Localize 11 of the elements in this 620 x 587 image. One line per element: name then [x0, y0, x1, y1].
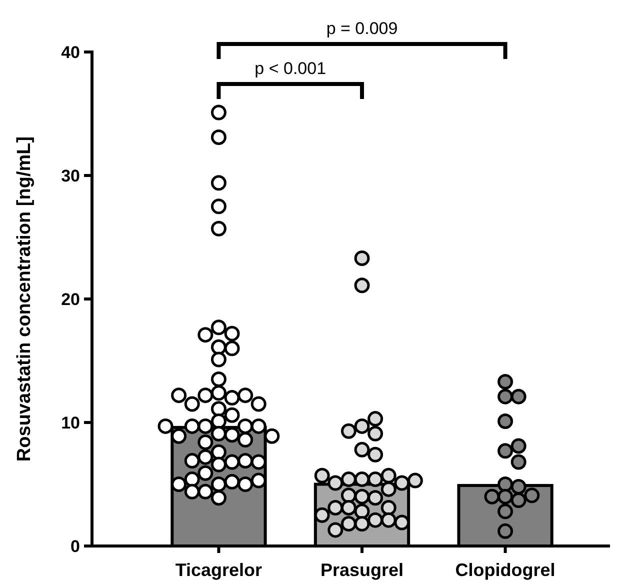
x-tick-label: Clopidogrel — [455, 560, 556, 580]
x-tick-label: Ticagrelor — [175, 560, 262, 580]
text: p = 0.009 — [326, 19, 398, 38]
y-tick-label: 0 — [70, 536, 80, 556]
y-tick-label: 40 — [61, 42, 80, 62]
x-tick-label: Prasugrel — [320, 560, 404, 580]
annotation: p < 0.001 — [254, 59, 326, 78]
y-tick-label: 30 — [61, 166, 80, 186]
y-tick-label: 10 — [61, 413, 80, 432]
y-axis-title: Rosuvastatin concentration [ng/mL] — [14, 136, 35, 462]
y-tick-label: 20 — [61, 290, 80, 309]
